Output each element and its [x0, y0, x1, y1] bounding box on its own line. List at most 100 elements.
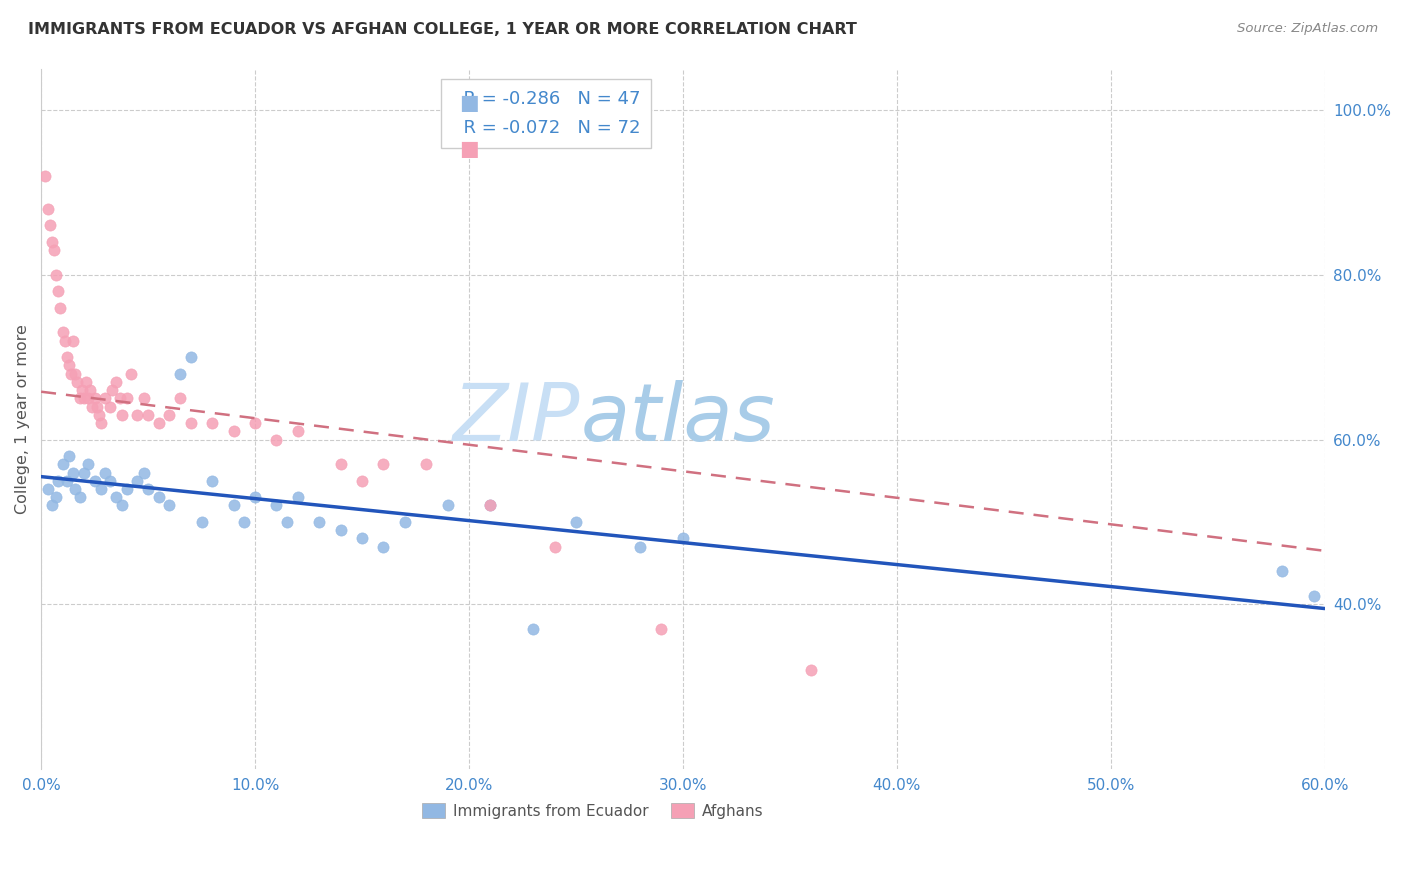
Point [522, 622, 544, 636]
Point [58, 449, 80, 463]
Point [136, 482, 159, 496]
Point [115, 392, 138, 406]
Point [233, 515, 256, 529]
Point [86, 400, 108, 414]
Point [415, 457, 437, 471]
Point [479, 499, 502, 513]
Point [120, 367, 142, 381]
Point [1271, 565, 1294, 579]
Point [100, 383, 122, 397]
Point [90, 416, 112, 430]
Point [77, 457, 100, 471]
Point [127, 474, 149, 488]
Point [800, 664, 823, 678]
Point [201, 474, 224, 488]
Point [73, 392, 96, 406]
Point [132, 392, 155, 406]
Point [51, 457, 73, 471]
Point [90, 482, 112, 496]
Y-axis label: College, 1 year or more: College, 1 year or more [15, 324, 30, 514]
Point [104, 490, 127, 504]
Point [222, 499, 245, 513]
Point [190, 515, 212, 529]
Text: ZIP: ZIP [453, 380, 581, 458]
Point [42, 243, 65, 257]
Point [94, 466, 117, 480]
Point [82, 400, 104, 414]
Point [41, 499, 63, 513]
Point [62, 334, 84, 348]
Point [45, 490, 67, 504]
Point [75, 375, 97, 389]
Point [1303, 589, 1326, 603]
Point [201, 416, 224, 430]
Text: IMMIGRANTS FROM ECUADOR VS AFGHAN COLLEGE, 1 YEAR OR MORE CORRELATION CHART: IMMIGRANTS FROM ECUADOR VS AFGHAN COLLEG… [28, 22, 858, 37]
Point [479, 499, 502, 513]
Point [127, 408, 149, 422]
Point [62, 466, 84, 480]
Point [69, 392, 91, 406]
Point [169, 367, 191, 381]
Point [394, 515, 416, 529]
Point [148, 490, 170, 504]
Legend: Immigrants from Ecuador, Afghans: Immigrants from Ecuador, Afghans [416, 797, 770, 825]
Point [159, 408, 181, 422]
Point [37, 202, 59, 216]
Text: Source: ZipAtlas.com: Source: ZipAtlas.com [1237, 22, 1378, 36]
Point [60, 367, 83, 381]
Point [65, 482, 87, 496]
Point [350, 474, 373, 488]
Point [132, 466, 155, 480]
Point [66, 375, 89, 389]
Point [98, 400, 121, 414]
Point [373, 457, 395, 471]
Point [79, 383, 101, 397]
Point [34, 169, 56, 183]
Point [70, 383, 93, 397]
Point [136, 408, 159, 422]
Point [329, 523, 352, 537]
Point [104, 375, 127, 389]
Point [308, 515, 330, 529]
Point [276, 515, 298, 529]
Point [672, 532, 695, 546]
Point [169, 392, 191, 406]
Point [180, 416, 202, 430]
Point [77, 392, 100, 406]
Point [98, 474, 121, 488]
Point [287, 490, 309, 504]
Point [180, 350, 202, 364]
Point [350, 532, 373, 546]
Point [287, 424, 309, 438]
Point [373, 540, 395, 554]
Point [83, 474, 105, 488]
Point [266, 499, 288, 513]
Point [53, 334, 76, 348]
Point [51, 326, 73, 340]
Point [69, 490, 91, 504]
Text: atlas: atlas [581, 380, 775, 458]
Point [45, 268, 67, 282]
Point [159, 499, 181, 513]
Point [55, 350, 77, 364]
Text: R = -0.286   N = 47
  R = -0.072   N = 72: R = -0.286 N = 47 R = -0.072 N = 72 [451, 89, 640, 136]
Point [243, 416, 266, 430]
Point [243, 490, 266, 504]
Point [94, 392, 117, 406]
Point [83, 392, 105, 406]
Text: ■: ■ [460, 138, 479, 159]
Point [58, 359, 80, 373]
Point [565, 515, 588, 529]
Point [111, 499, 134, 513]
Point [87, 408, 110, 422]
Point [46, 474, 69, 488]
Point [41, 235, 63, 249]
Point [55, 474, 77, 488]
Point [65, 367, 87, 381]
Point [115, 482, 138, 496]
Point [543, 540, 565, 554]
Text: ■: ■ [460, 93, 479, 113]
Point [49, 301, 72, 315]
Point [37, 482, 59, 496]
Point [436, 499, 458, 513]
